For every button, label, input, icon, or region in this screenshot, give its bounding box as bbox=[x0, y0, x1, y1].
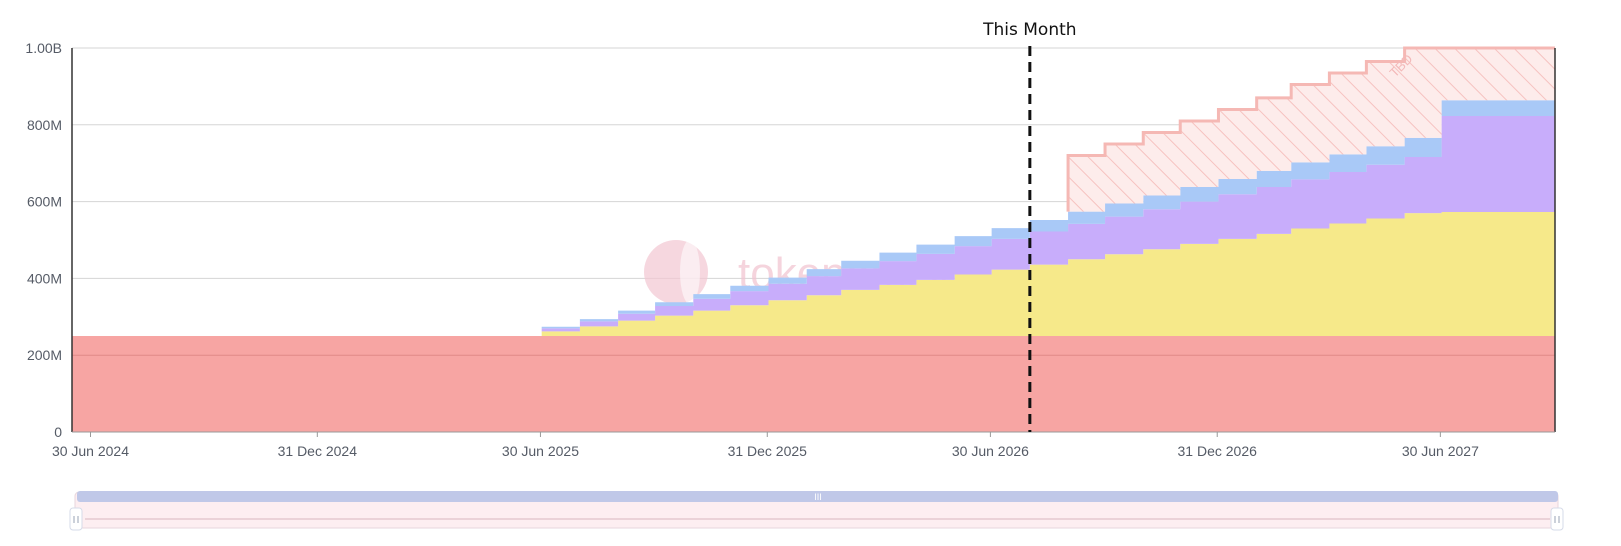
x-tick-label: 30 Jun 2026 bbox=[952, 443, 1029, 459]
tbd-hatch-area bbox=[1068, 48, 1555, 212]
y-tick-label: 0 bbox=[54, 424, 62, 440]
y-tick-label: 200M bbox=[27, 347, 62, 363]
slider-right-handle[interactable] bbox=[1550, 507, 1564, 531]
y-tick-label: 600M bbox=[27, 194, 62, 210]
y-tick-label: 800M bbox=[27, 117, 62, 133]
series-area-0 bbox=[72, 336, 1555, 432]
series-area-1 bbox=[72, 211, 1555, 336]
slider-left-handle[interactable] bbox=[69, 507, 83, 531]
y-axis-ticks: 0 200M 400M 600M 800M 1.00B bbox=[25, 40, 62, 440]
slider-drag-handle-icon[interactable]: III bbox=[814, 492, 822, 502]
watermark-logo-icon-inner bbox=[680, 240, 700, 304]
y-tick-label: 1.00B bbox=[25, 40, 62, 56]
this-month-label: This Month bbox=[982, 20, 1076, 40]
slider-selected-bar[interactable] bbox=[77, 491, 1558, 502]
series-area-2 bbox=[72, 115, 1555, 336]
y-tick-label: 400M bbox=[27, 270, 62, 286]
axes bbox=[71, 48, 1556, 433]
tbd-upper-line bbox=[1066, 46, 1555, 212]
x-axis-ticks: 30 Jun 2024 31 Dec 2024 30 Jun 2025 31 Dec … bbox=[52, 432, 1479, 459]
x-tick-label: 31 Dec 2024 bbox=[278, 443, 358, 459]
x-tick-label: 30 Jun 2025 bbox=[502, 443, 579, 459]
x-tick-label: 31 Dec 2026 bbox=[1178, 443, 1258, 459]
series-areas bbox=[72, 100, 1555, 432]
range-slider[interactable]: III bbox=[69, 491, 1564, 531]
x-tick-label: 30 Jun 2024 bbox=[52, 443, 129, 459]
this-month-marker: This Month bbox=[982, 20, 1077, 432]
x-tick-label: 31 Dec 2025 bbox=[728, 443, 808, 459]
x-tick-label: 30 Jun 2027 bbox=[1402, 443, 1479, 459]
